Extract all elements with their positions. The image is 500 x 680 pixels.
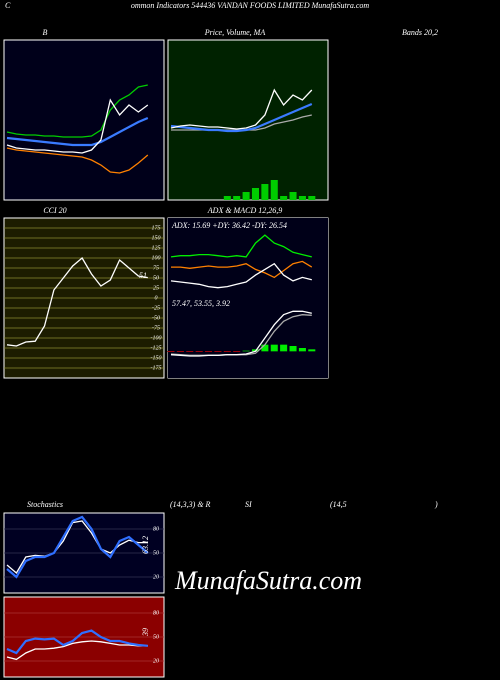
series-line bbox=[170, 88, 313, 130]
bar bbox=[289, 346, 297, 352]
bar bbox=[270, 180, 278, 200]
series-line bbox=[6, 84, 148, 138]
y-tick-label: 20 bbox=[153, 658, 159, 664]
series-line bbox=[170, 234, 312, 258]
y-tick-label: 100 bbox=[152, 255, 161, 261]
panel-title: CCI 20 bbox=[43, 206, 66, 215]
bar bbox=[261, 344, 269, 352]
bar bbox=[233, 196, 241, 200]
panel-title: (14,5 bbox=[330, 500, 347, 509]
series-line bbox=[170, 262, 312, 289]
panel-title: Stochastics bbox=[27, 500, 63, 509]
panel-title: ) bbox=[434, 500, 438, 509]
y-tick-label: 50 bbox=[153, 634, 159, 640]
y-tick-label: 125 bbox=[152, 245, 161, 251]
bar bbox=[261, 184, 269, 200]
y-tick-label: 80 bbox=[153, 610, 159, 616]
panel bbox=[167, 39, 329, 201]
series-line bbox=[170, 310, 312, 357]
panel bbox=[3, 39, 165, 201]
bar bbox=[251, 188, 259, 200]
y-tick-label: 0 bbox=[155, 295, 158, 301]
panel-title: Price, Volume, MA bbox=[204, 28, 266, 37]
series-line bbox=[6, 629, 148, 655]
annotation: 57.47, 53.55, 3.92 bbox=[172, 299, 230, 308]
annotation: 39 bbox=[141, 628, 150, 637]
annotation: ADX: 15.69 +DY: 36.42 -DY: 26.54 bbox=[171, 221, 287, 230]
bar bbox=[308, 196, 316, 200]
watermark: MunafaSutra.com bbox=[174, 566, 362, 595]
series-line bbox=[6, 520, 148, 574]
bar bbox=[176, 351, 184, 352]
y-tick-label: 75 bbox=[153, 265, 159, 271]
panel-title: B bbox=[43, 28, 48, 37]
y-tick-label: -25 bbox=[152, 305, 160, 311]
series-line bbox=[6, 98, 149, 154]
bar bbox=[214, 351, 222, 352]
y-tick-label: 150 bbox=[152, 235, 161, 241]
y-tick-label: -100 bbox=[151, 335, 162, 341]
series-line bbox=[170, 102, 313, 133]
annotation: 63.12 bbox=[141, 536, 150, 554]
bar bbox=[233, 351, 241, 352]
y-tick-label: -150 bbox=[151, 355, 162, 361]
panel-title: Bands 20,2 bbox=[402, 28, 438, 37]
bar bbox=[242, 350, 250, 352]
bar bbox=[280, 344, 288, 352]
bar bbox=[298, 348, 306, 352]
header-lead: C bbox=[5, 1, 11, 10]
bar bbox=[223, 196, 231, 200]
panel-title: ADX & MACD 12,26,9 bbox=[207, 206, 282, 215]
bar bbox=[289, 192, 297, 200]
y-tick-label: 50 bbox=[153, 550, 159, 556]
series-line bbox=[6, 515, 149, 579]
annotation: 51 bbox=[139, 271, 147, 280]
bar bbox=[186, 351, 194, 352]
bar bbox=[205, 351, 213, 352]
y-tick-label: -50 bbox=[152, 315, 160, 321]
series-line bbox=[6, 640, 148, 661]
bar bbox=[308, 349, 316, 352]
series-line bbox=[171, 260, 313, 279]
bar bbox=[242, 192, 250, 200]
series-line bbox=[6, 116, 149, 147]
y-tick-label: -125 bbox=[151, 345, 162, 351]
bar bbox=[270, 344, 278, 352]
bar bbox=[280, 196, 288, 200]
y-tick-label: -175 bbox=[151, 365, 162, 371]
y-tick-label: 50 bbox=[153, 275, 159, 281]
panel-title: (14,3,3) & R bbox=[170, 500, 211, 509]
y-tick-label: 175 bbox=[152, 225, 161, 231]
bar bbox=[223, 351, 231, 352]
panel bbox=[168, 298, 328, 378]
y-tick-label: 20 bbox=[153, 574, 159, 580]
y-tick-label: -75 bbox=[152, 325, 160, 331]
bar bbox=[167, 351, 175, 352]
series-line bbox=[6, 257, 148, 347]
panel bbox=[168, 218, 328, 298]
series-line bbox=[6, 147, 149, 174]
y-tick-label: 80 bbox=[153, 526, 159, 532]
bar bbox=[298, 196, 306, 200]
panel-title: SI bbox=[245, 500, 252, 509]
bar bbox=[195, 351, 203, 352]
header-title: ommon Indicators 544436 VANDAN FOODS LIM… bbox=[131, 1, 370, 10]
y-tick-label: 25 bbox=[153, 285, 159, 291]
